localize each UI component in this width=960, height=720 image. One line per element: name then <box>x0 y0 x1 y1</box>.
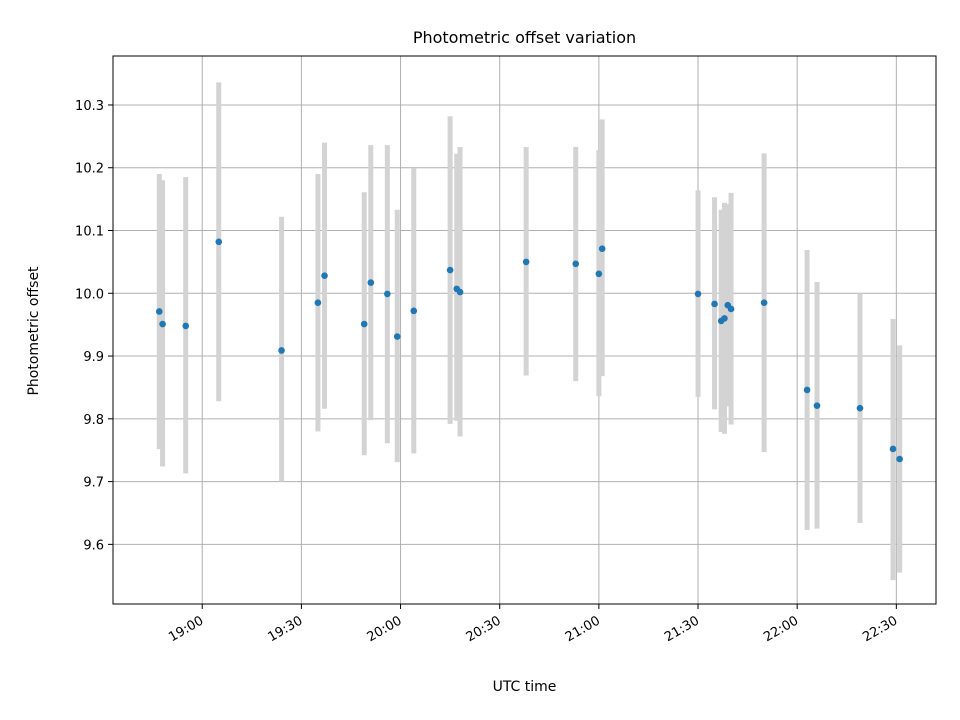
data-point <box>856 404 864 412</box>
data-point <box>215 238 223 246</box>
data-point <box>384 290 391 298</box>
data-point <box>598 245 606 253</box>
data-point <box>572 260 580 268</box>
data-point <box>155 308 163 315</box>
data-point <box>456 288 464 296</box>
data-point <box>760 299 768 306</box>
y-tick-label: 9.8 <box>83 413 104 428</box>
axes-frame <box>112 55 937 605</box>
data-point <box>159 320 166 328</box>
data-point <box>595 270 603 278</box>
data-point <box>694 290 702 298</box>
data-point <box>367 279 375 286</box>
data-points <box>155 238 903 463</box>
y-axis-label: Photometric offset <box>26 266 42 396</box>
data-point <box>360 320 368 328</box>
y-tick-label: 9.7 <box>83 476 104 491</box>
data-point <box>410 307 418 315</box>
y-tick-label: 10.2 <box>75 162 104 177</box>
data-point <box>522 258 530 266</box>
data-point <box>889 445 897 453</box>
data-point <box>321 272 328 280</box>
data-point <box>813 402 821 409</box>
data-point <box>278 347 285 354</box>
data-point <box>446 266 454 274</box>
data-point <box>721 315 728 322</box>
y-tick-label: 10.0 <box>75 287 104 302</box>
y-tick-label: 10.1 <box>75 225 104 240</box>
chart-title: Photometric offset variation <box>413 28 636 47</box>
data-point <box>711 300 718 308</box>
data-point <box>314 299 322 306</box>
y-tick-label: 10.3 <box>75 99 104 114</box>
x-axis-label: UTC time <box>493 679 557 695</box>
data-point <box>393 333 401 340</box>
data-point <box>896 455 903 463</box>
y-tick-label: 9.9 <box>83 350 104 365</box>
data-point <box>182 322 190 330</box>
y-tick-label: 9.6 <box>83 538 104 553</box>
data-point <box>803 386 811 394</box>
data-point <box>727 305 735 313</box>
